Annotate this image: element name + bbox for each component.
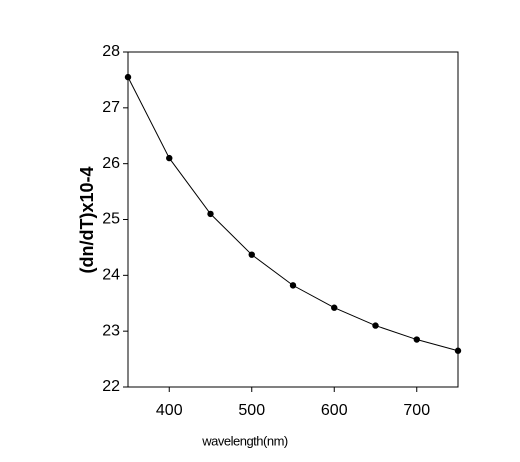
x-tick-label: 400 bbox=[156, 402, 183, 419]
y-axis-label: (dn/dT)x10-4 bbox=[77, 166, 97, 273]
y-tick-label: 26 bbox=[102, 155, 120, 172]
y-tick-label: 25 bbox=[102, 211, 120, 228]
data-point bbox=[248, 251, 255, 258]
y-tick-label: 28 bbox=[102, 43, 120, 60]
data-line bbox=[127, 76, 459, 352]
x-tick-label: 500 bbox=[238, 402, 265, 419]
data-point bbox=[166, 154, 173, 162]
data-point bbox=[372, 322, 379, 329]
y-tick-label: 27 bbox=[102, 99, 120, 116]
data-point bbox=[413, 336, 420, 343]
y-tick-label: 24 bbox=[102, 267, 120, 284]
y-tick-label: 22 bbox=[102, 378, 120, 395]
x-tick-label: 600 bbox=[321, 402, 348, 419]
data-point bbox=[331, 304, 338, 311]
y-tick-label: 23 bbox=[102, 322, 120, 339]
x-axis-label: wavelength(nm) bbox=[201, 433, 288, 448]
x-tick-label: 700 bbox=[403, 402, 430, 419]
data-point bbox=[207, 210, 214, 218]
data-point bbox=[454, 347, 462, 354]
data-point bbox=[124, 73, 132, 81]
data-point bbox=[289, 282, 297, 289]
